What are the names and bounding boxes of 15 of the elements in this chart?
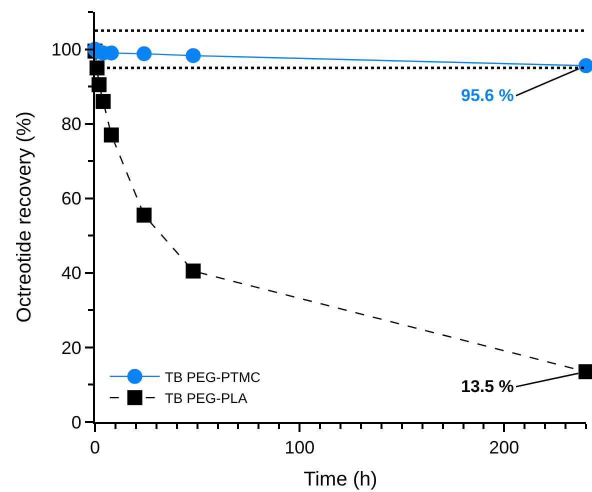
annotation: 13.5 % [461,377,514,396]
y-tick-label: 100 [51,40,82,60]
x-tick-label: 0 [90,438,100,458]
x-axis-title: Time (h) [304,468,378,491]
y-tick-label: 40 [61,263,82,284]
y-tick-label: 80 [61,114,82,134]
x-tick-label: 200 [489,438,520,458]
legend-label: TB PEG-PLA [164,390,248,406]
x-tick-label: 100 [284,438,315,458]
y-axis-title: Octreotide recovery (%) [13,111,36,323]
y-tick-label: 20 [61,338,82,358]
legend-label: TB PEG-PTMC [164,368,260,385]
annotation: 95.6 % [461,86,514,105]
y-tick-label: 60 [61,188,82,209]
y-tick-label: 0 [71,412,82,432]
